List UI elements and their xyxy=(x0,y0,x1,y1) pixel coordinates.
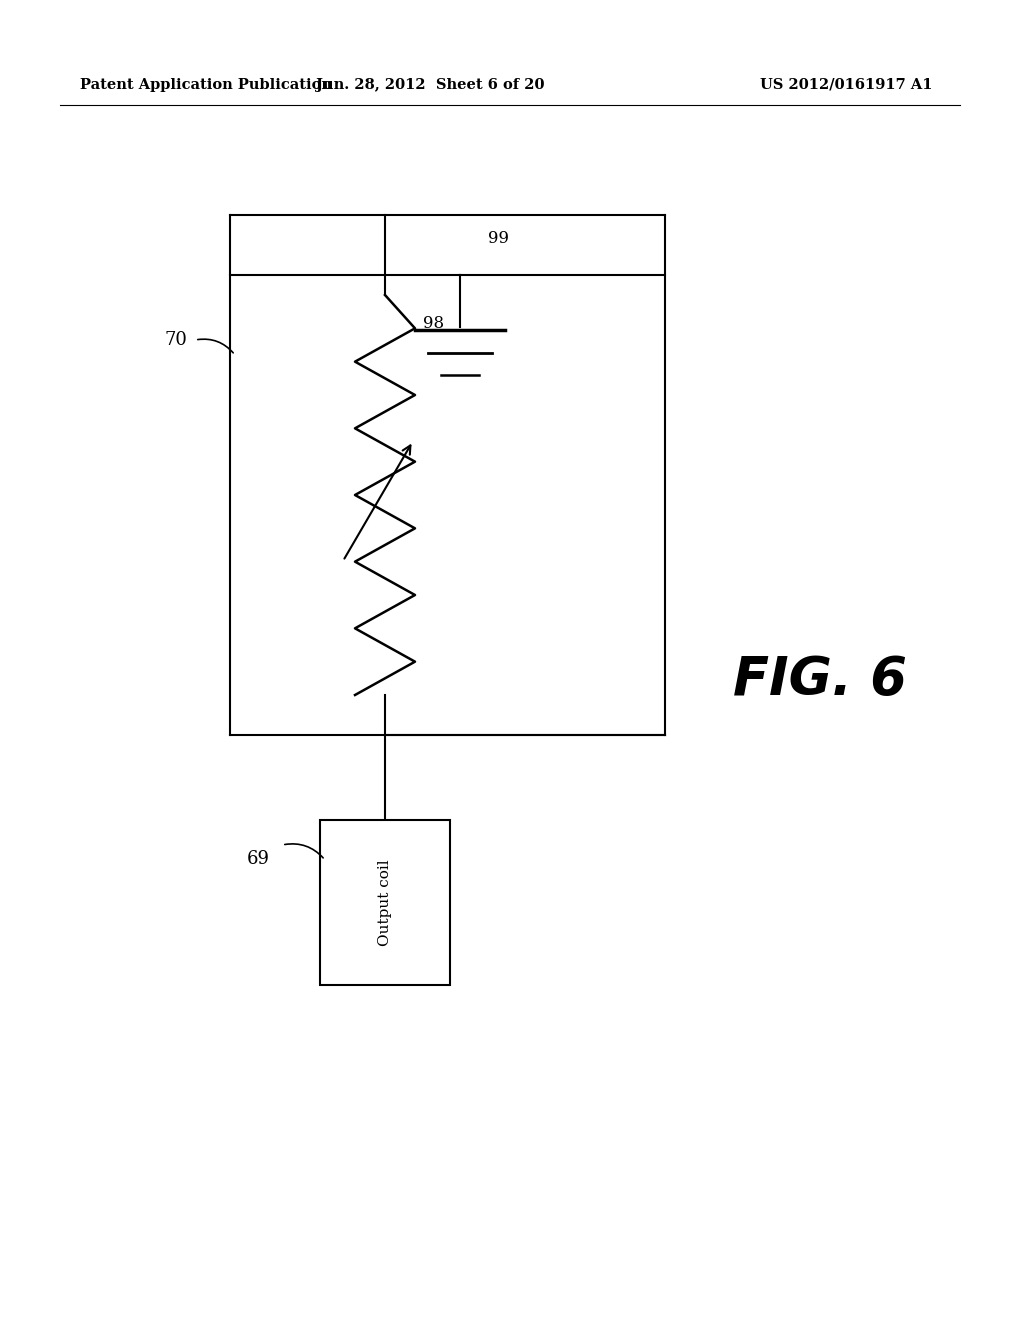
Text: Patent Application Publication: Patent Application Publication xyxy=(80,78,332,92)
Text: US 2012/0161917 A1: US 2012/0161917 A1 xyxy=(760,78,933,92)
Text: Output coil: Output coil xyxy=(378,859,392,946)
Text: FIG. 6: FIG. 6 xyxy=(733,653,907,706)
Text: 69: 69 xyxy=(247,850,270,869)
Text: 98: 98 xyxy=(423,315,444,333)
Text: 70: 70 xyxy=(165,331,187,348)
Text: Jun. 28, 2012  Sheet 6 of 20: Jun. 28, 2012 Sheet 6 of 20 xyxy=(315,78,544,92)
Bar xyxy=(319,820,450,985)
Text: 99: 99 xyxy=(488,230,509,247)
